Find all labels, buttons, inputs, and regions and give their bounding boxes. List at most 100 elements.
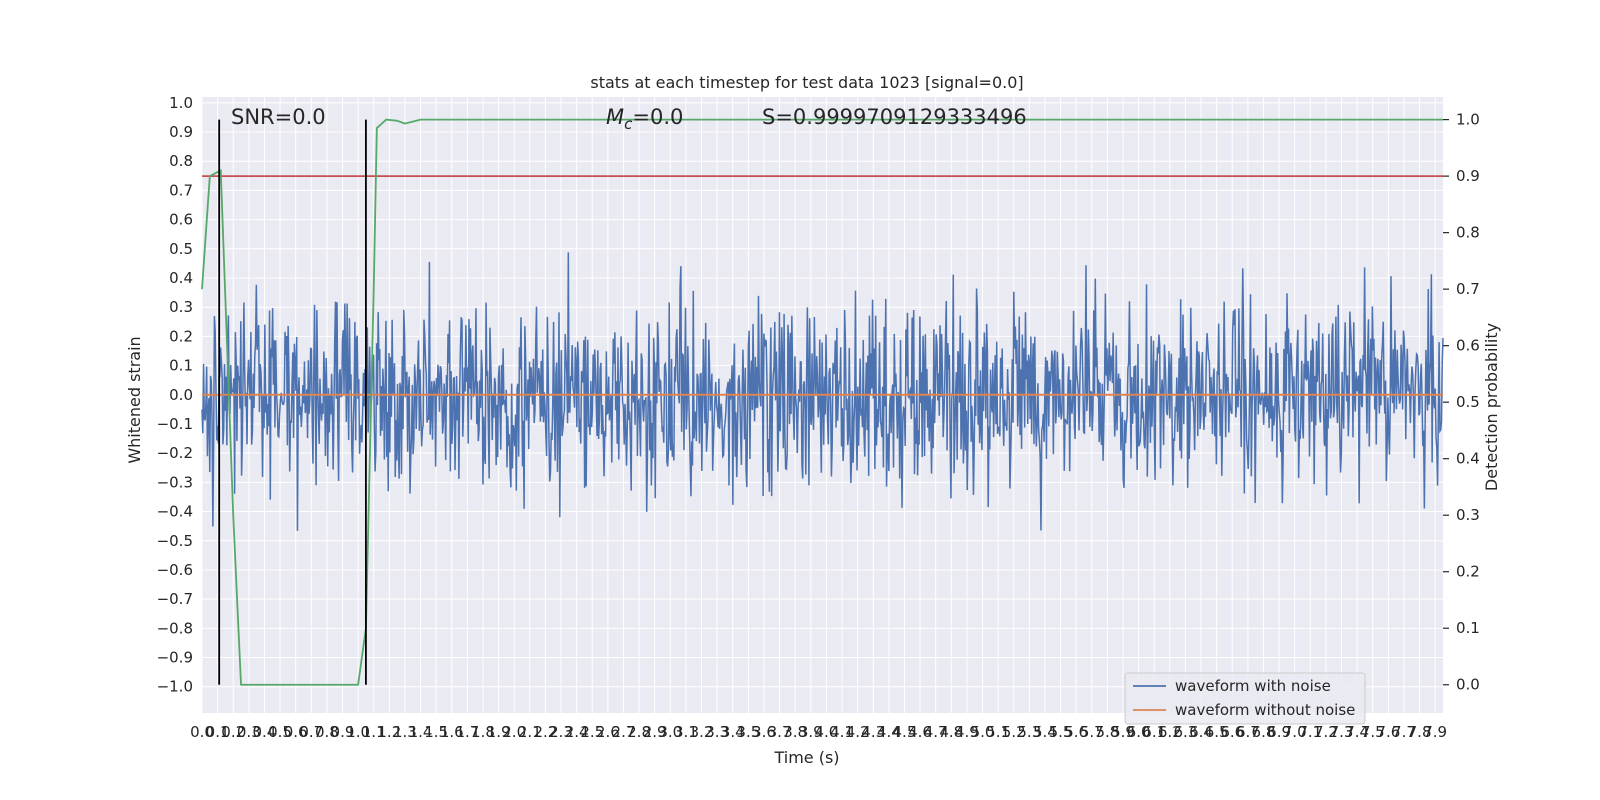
x-tick-label: 5.5 bbox=[1049, 723, 1073, 741]
y2-tick-label: 0.7 bbox=[1456, 280, 1480, 298]
x-tick-label: 6.1 bbox=[1142, 723, 1166, 741]
x-tick-label: 0.0 bbox=[190, 723, 214, 741]
x-tick-label: 5.1 bbox=[986, 723, 1010, 741]
x-tick-label: 6.6 bbox=[1220, 723, 1244, 741]
x-tick-label: 0.1 bbox=[206, 723, 230, 741]
y2-tick-label: 0.2 bbox=[1456, 563, 1480, 581]
x-tick-label: 6.3 bbox=[1174, 723, 1198, 741]
x-axis-label: Time (s) bbox=[773, 748, 839, 767]
x-tick-label: 3.2 bbox=[690, 723, 714, 741]
x-tick-label: 0.9 bbox=[331, 723, 355, 741]
x-tick-label: 7.6 bbox=[1376, 723, 1400, 741]
y-tick-label: 0.7 bbox=[169, 181, 193, 199]
x-tick-labels: 0.00.10.20.30.40.50.60.70.80.91.01.11.21… bbox=[190, 723, 1447, 741]
x-tick-label: 4.6 bbox=[908, 723, 932, 741]
vertical-markers bbox=[218, 119, 367, 685]
y-tick-label: 0.6 bbox=[169, 211, 193, 229]
mc-symbol: M bbox=[606, 105, 624, 129]
x-tick-label: 6.2 bbox=[1158, 723, 1182, 741]
y-tick-label: 0.3 bbox=[169, 298, 193, 316]
series-detection-probability bbox=[201, 118, 1444, 686]
x-tick-label: 6.4 bbox=[1189, 723, 1213, 741]
x-tick-label: 3.1 bbox=[674, 723, 698, 741]
y-tick-label: −0.5 bbox=[157, 532, 193, 550]
x-tick-label: 4.5 bbox=[893, 723, 917, 741]
x-tick-label: 4.2 bbox=[846, 723, 870, 741]
y-tick-label: 1.0 bbox=[169, 94, 193, 112]
y-tick-label: −1.0 bbox=[157, 678, 193, 696]
x-tick-label: 7.5 bbox=[1361, 723, 1385, 741]
x-tick-label: 0.8 bbox=[315, 723, 339, 741]
x-tick-label: 5.8 bbox=[1095, 723, 1119, 741]
series-waveform-with-noise bbox=[201, 252, 1444, 531]
y-tick-label: 0.4 bbox=[169, 269, 193, 287]
x-tick-label: 2.2 bbox=[533, 723, 557, 741]
x-tick-label: 1.2 bbox=[377, 723, 401, 741]
x-tick-label: 2.0 bbox=[502, 723, 526, 741]
y-tick-labels: 1.0 0.9 0.8 0.7 0.6 0.5 0.4 0.3 0.2 0.1 0.0 −0.1 −0.… bbox=[157, 94, 193, 696]
x-tick-label: 1.8 bbox=[471, 723, 495, 741]
x-tick-label: 7.8 bbox=[1408, 723, 1432, 741]
mc-subscript: c bbox=[624, 115, 633, 133]
x-tick-label: 5.2 bbox=[1002, 723, 1026, 741]
y-tick-label: −0.1 bbox=[157, 415, 193, 433]
x-tick-label: 1.4 bbox=[409, 723, 433, 741]
x-tick-label: 0.7 bbox=[299, 723, 323, 741]
legend-box bbox=[1124, 672, 1366, 725]
y-tick-label: 0.9 bbox=[169, 123, 193, 141]
legend: waveform with noise waveform without noi… bbox=[1124, 672, 1366, 725]
x-tick-label: 6.0 bbox=[1127, 723, 1151, 741]
x-tick-label: 0.4 bbox=[253, 723, 277, 741]
y-tick-label: −0.8 bbox=[157, 619, 193, 637]
x-tick-label: 2.7 bbox=[612, 723, 636, 741]
y2-tick-label: 0.3 bbox=[1456, 506, 1480, 524]
x-tick-label: 5.3 bbox=[1017, 723, 1041, 741]
y2-tick-label: 0.5 bbox=[1456, 393, 1480, 411]
x-tick-label: 6.5 bbox=[1205, 723, 1229, 741]
x-tick-label: 2.4 bbox=[565, 723, 589, 741]
x-tick-label: 0.2 bbox=[221, 723, 245, 741]
probability-line bbox=[201, 118, 1443, 686]
x-tick-label: 1.5 bbox=[424, 723, 448, 741]
noise-line bbox=[201, 252, 1444, 531]
x-tick-label: 0.6 bbox=[284, 723, 308, 741]
s-annotation: S=0.9999709129333496 bbox=[762, 105, 1027, 129]
x-tick-label: 0.3 bbox=[237, 723, 261, 741]
y2-tick-label: 0.6 bbox=[1456, 337, 1480, 355]
y-tick-label: 0.5 bbox=[169, 240, 193, 258]
x-tick-label: 5.4 bbox=[1033, 723, 1057, 741]
x-tick-label: 6.8 bbox=[1252, 723, 1276, 741]
x-tick-label: 1.7 bbox=[455, 723, 479, 741]
y-tick-label: 0.1 bbox=[169, 357, 193, 375]
x-tick-label: 5.7 bbox=[1080, 723, 1104, 741]
y2-tick-label: 0.8 bbox=[1456, 224, 1480, 242]
x-tick-label: 4.7 bbox=[924, 723, 948, 741]
x-tick-label: 2.6 bbox=[596, 723, 620, 741]
snr-annotation: SNR=0.0 bbox=[231, 105, 326, 129]
x-tick-label: 2.1 bbox=[518, 723, 542, 741]
mc-value: =0.0 bbox=[632, 105, 683, 129]
y2-tick-labels: 1.0 0.9 0.8 0.7 0.6 0.5 0.4 0.3 0.2 0.1 0.0 bbox=[1443, 111, 1480, 694]
y-axis-label: Whitened strain bbox=[125, 336, 144, 463]
legend-label-noise: waveform with noise bbox=[1175, 677, 1331, 695]
x-tick-label: 7.1 bbox=[1298, 723, 1322, 741]
x-tick-label: 4.1 bbox=[830, 723, 854, 741]
x-tick-label: 6.7 bbox=[1236, 723, 1260, 741]
chart-title: stats at each timestep for test data 102… bbox=[590, 73, 1023, 92]
x-tick-label: 2.8 bbox=[627, 723, 651, 741]
legend-label-clean: waveform without noise bbox=[1175, 701, 1355, 719]
x-tick-label: 3.4 bbox=[721, 723, 745, 741]
x-tick-label: 4.9 bbox=[955, 723, 979, 741]
mc-annotation: Mc=0.0 bbox=[606, 105, 683, 133]
y-tick-label: 0.8 bbox=[169, 152, 193, 170]
x-tick-label: 1.3 bbox=[393, 723, 417, 741]
x-tick-label: 4.3 bbox=[861, 723, 885, 741]
y-tick-label: −0.7 bbox=[157, 590, 193, 608]
x-tick-label: 1.9 bbox=[487, 723, 511, 741]
x-tick-label: 7.7 bbox=[1392, 723, 1416, 741]
y-tick-label: −0.4 bbox=[157, 503, 193, 521]
y-tick-label: −0.2 bbox=[157, 444, 193, 462]
x-tick-label: 5.9 bbox=[1111, 723, 1135, 741]
y-tick-label: 0.0 bbox=[169, 386, 193, 404]
